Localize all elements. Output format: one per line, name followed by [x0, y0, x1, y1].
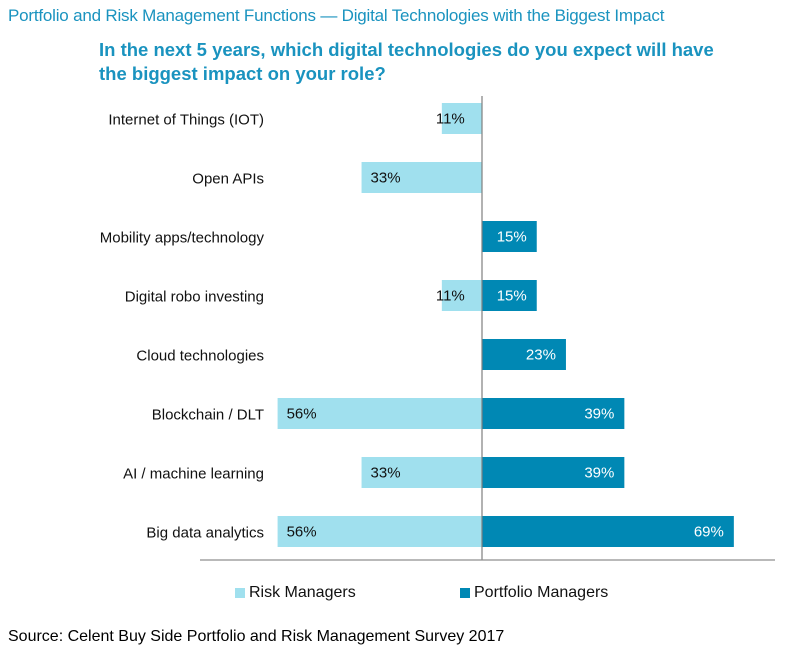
bar-risk-managers-blockchain-dlt: [277, 398, 482, 429]
bar-portfolio-managers-digital-robo-investing: [482, 280, 537, 311]
category-label-blockchain-dlt: Blockchain / DLT: [152, 406, 264, 423]
category-label-internet-of-things-iot: Internet of Things (IOT): [108, 111, 264, 128]
source-note: Source: Celent Buy Side Portfolio and Ri…: [8, 628, 505, 645]
bar-risk-managers-open-apis: [361, 162, 482, 193]
category-label-cloud-technologies: Cloud technologies: [136, 347, 264, 364]
data-label-risk-managers-big-data-analytics: 56%: [287, 523, 317, 540]
bar-portfolio-managers-mobility-apps-technology: [482, 221, 537, 252]
bar-portfolio-managers-ai-machine-learning: [482, 457, 625, 488]
data-label-portfolio-managers-blockchain-dlt: 39%: [584, 405, 614, 422]
chart-title: Portfolio and Risk Management Functions …: [8, 6, 665, 25]
bar-risk-managers-big-data-analytics: [277, 516, 482, 547]
data-label-portfolio-managers-cloud-technologies: 23%: [526, 346, 556, 363]
data-label-portfolio-managers-big-data-analytics: 69%: [694, 523, 724, 540]
category-label-ai-machine-learning: AI / machine learning: [123, 465, 264, 482]
chart-subtitle: In the next 5 years, which digital techn…: [99, 39, 714, 84]
category-label-open-apis: Open APIs: [192, 170, 264, 187]
bar-portfolio-managers-blockchain-dlt: [482, 398, 625, 429]
data-label-risk-managers-blockchain-dlt: 56%: [287, 405, 317, 422]
bar-risk-managers-internet-of-things-iot: [441, 103, 482, 134]
legend-label-risk: Risk Managers: [249, 584, 356, 601]
data-label-portfolio-managers-digital-robo-investing: 15%: [497, 287, 527, 304]
bar-risk-managers-ai-machine-learning: [361, 457, 482, 488]
legend-item-portfolio-managers: Portfolio Managers: [460, 584, 608, 602]
data-label-portfolio-managers-mobility-apps-technology: 15%: [497, 228, 527, 245]
legend-swatch-risk: [235, 588, 245, 598]
legend-swatch-portfolio: [460, 588, 470, 598]
legend-item-risk-managers: Risk Managers: [235, 584, 356, 602]
data-label-risk-managers-internet-of-things-iot: 11%: [436, 110, 465, 127]
bar-portfolio-managers-cloud-technologies: [482, 339, 566, 370]
data-label-risk-managers-digital-robo-investing: 11%: [436, 287, 465, 304]
bar-risk-managers-digital-robo-investing: [441, 280, 482, 311]
bar-portfolio-managers-big-data-analytics: [482, 516, 734, 547]
category-label-digital-robo-investing: Digital robo investing: [125, 288, 264, 305]
data-label-risk-managers-ai-machine-learning: 33%: [371, 464, 401, 481]
category-label-mobility-apps-technology: Mobility apps/technology: [100, 229, 265, 246]
category-label-big-data-analytics: Big data analytics: [146, 524, 264, 541]
legend-label-portfolio: Portfolio Managers: [474, 584, 609, 601]
data-label-portfolio-managers-ai-machine-learning: 39%: [584, 464, 614, 481]
data-label-risk-managers-open-apis: 33%: [371, 169, 401, 186]
